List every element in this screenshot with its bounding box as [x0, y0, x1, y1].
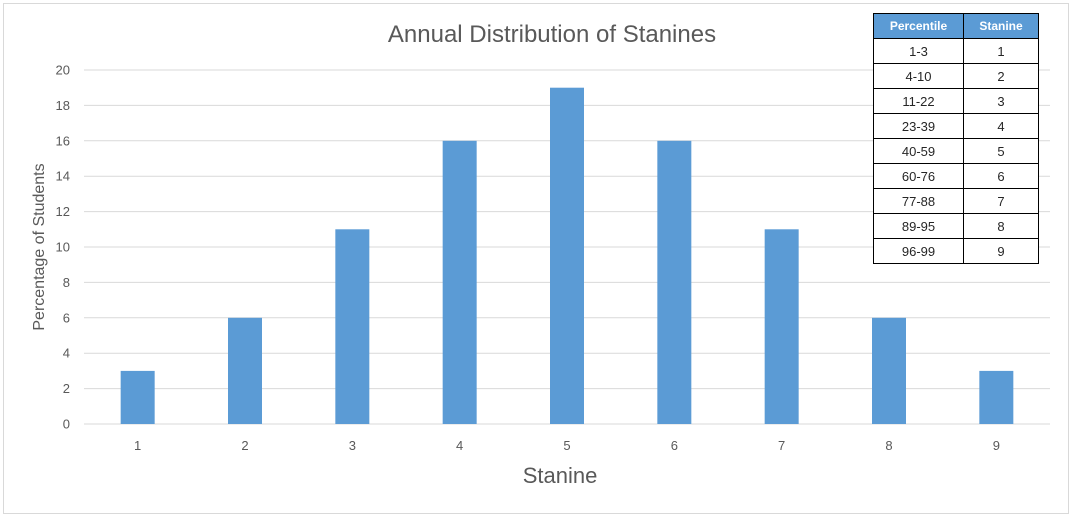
percentile-stanine-table: Percentile Stanine 1-3 1 4-10 2 11-22 3 … [873, 13, 1039, 264]
percentile-cell: 4-10 [873, 63, 964, 89]
y-tick-label: 14 [56, 169, 70, 184]
bar-stanine-8 [872, 317, 906, 424]
x-tick-label: 1 [134, 438, 141, 453]
table-row: 96-99 9 [873, 238, 1039, 264]
table-row: 23-39 4 [873, 113, 1039, 139]
y-tick-label: 2 [63, 381, 70, 396]
table-row: 60-76 6 [873, 163, 1039, 189]
y-tick-label: 20 [56, 63, 70, 78]
table-row: 4-10 2 [873, 63, 1039, 89]
bar-stanine-7 [764, 229, 799, 424]
stanine-cell: 6 [963, 163, 1039, 189]
column-header-stanine: Stanine [963, 13, 1039, 39]
bar-stanine-5 [550, 87, 584, 424]
table-header-row: Percentile Stanine [873, 13, 1039, 39]
stanine-cell: 9 [963, 238, 1039, 264]
bar-series [120, 87, 1014, 425]
table-row: 11-22 3 [873, 88, 1039, 114]
bar-stanine-1 [120, 370, 155, 424]
x-tick-label: 9 [993, 438, 1000, 453]
y-tick-label: 18 [56, 98, 70, 113]
y-tick-label: 12 [56, 204, 70, 219]
x-tick-label: 2 [241, 438, 248, 453]
x-tick-label: 7 [778, 438, 785, 453]
chart-title: Annual Distribution of Stanines [388, 21, 716, 48]
y-tick-label: 8 [63, 275, 70, 290]
bar-stanine-9 [979, 370, 1014, 424]
y-tick-label: 16 [56, 133, 70, 148]
table-row: 89-95 8 [873, 213, 1039, 239]
bar-stanine-6 [657, 140, 692, 425]
stanine-cell: 4 [963, 113, 1039, 139]
y-tick-label: 6 [63, 310, 70, 325]
percentile-cell: 89-95 [873, 213, 964, 239]
stanine-cell: 7 [963, 188, 1039, 214]
column-header-percentile: Percentile [873, 13, 964, 39]
stanine-cell: 1 [963, 38, 1039, 64]
table-row: 77-88 7 [873, 188, 1039, 214]
y-tick-label: 0 [63, 417, 70, 432]
y-axis-tick-labels: 0 2 4 6 8 10 12 14 16 18 20 [56, 63, 70, 432]
percentile-cell: 96-99 [873, 238, 964, 264]
y-tick-label: 10 [56, 240, 70, 255]
x-axis-tick-labels: 1 2 3 4 5 6 7 8 9 [134, 438, 1000, 453]
x-tick-label: 8 [885, 438, 892, 453]
percentile-cell: 23-39 [873, 113, 964, 139]
bar-stanine-4 [442, 140, 477, 425]
x-tick-label: 4 [456, 438, 463, 453]
x-axis-title: Stanine [523, 463, 598, 488]
x-tick-label: 5 [563, 438, 570, 453]
percentile-cell: 11-22 [873, 88, 964, 114]
percentile-cell: 40-59 [873, 138, 964, 164]
stanine-cell: 2 [963, 63, 1039, 89]
bar-stanine-2 [228, 317, 262, 424]
percentile-cell: 77-88 [873, 188, 964, 214]
percentile-cell: 60-76 [873, 163, 964, 189]
x-tick-label: 6 [671, 438, 678, 453]
table-row: 40-59 5 [873, 138, 1039, 164]
stanine-cell: 8 [963, 213, 1039, 239]
y-axis-title: Percentage of Students [31, 163, 48, 330]
bar-stanine-3 [335, 229, 370, 424]
percentile-cell: 1-3 [873, 38, 964, 64]
stanine-cell: 5 [963, 138, 1039, 164]
x-tick-label: 3 [349, 438, 356, 453]
stanine-cell: 3 [963, 88, 1039, 114]
y-tick-label: 4 [63, 346, 70, 361]
table-row: 1-3 1 [873, 38, 1039, 64]
